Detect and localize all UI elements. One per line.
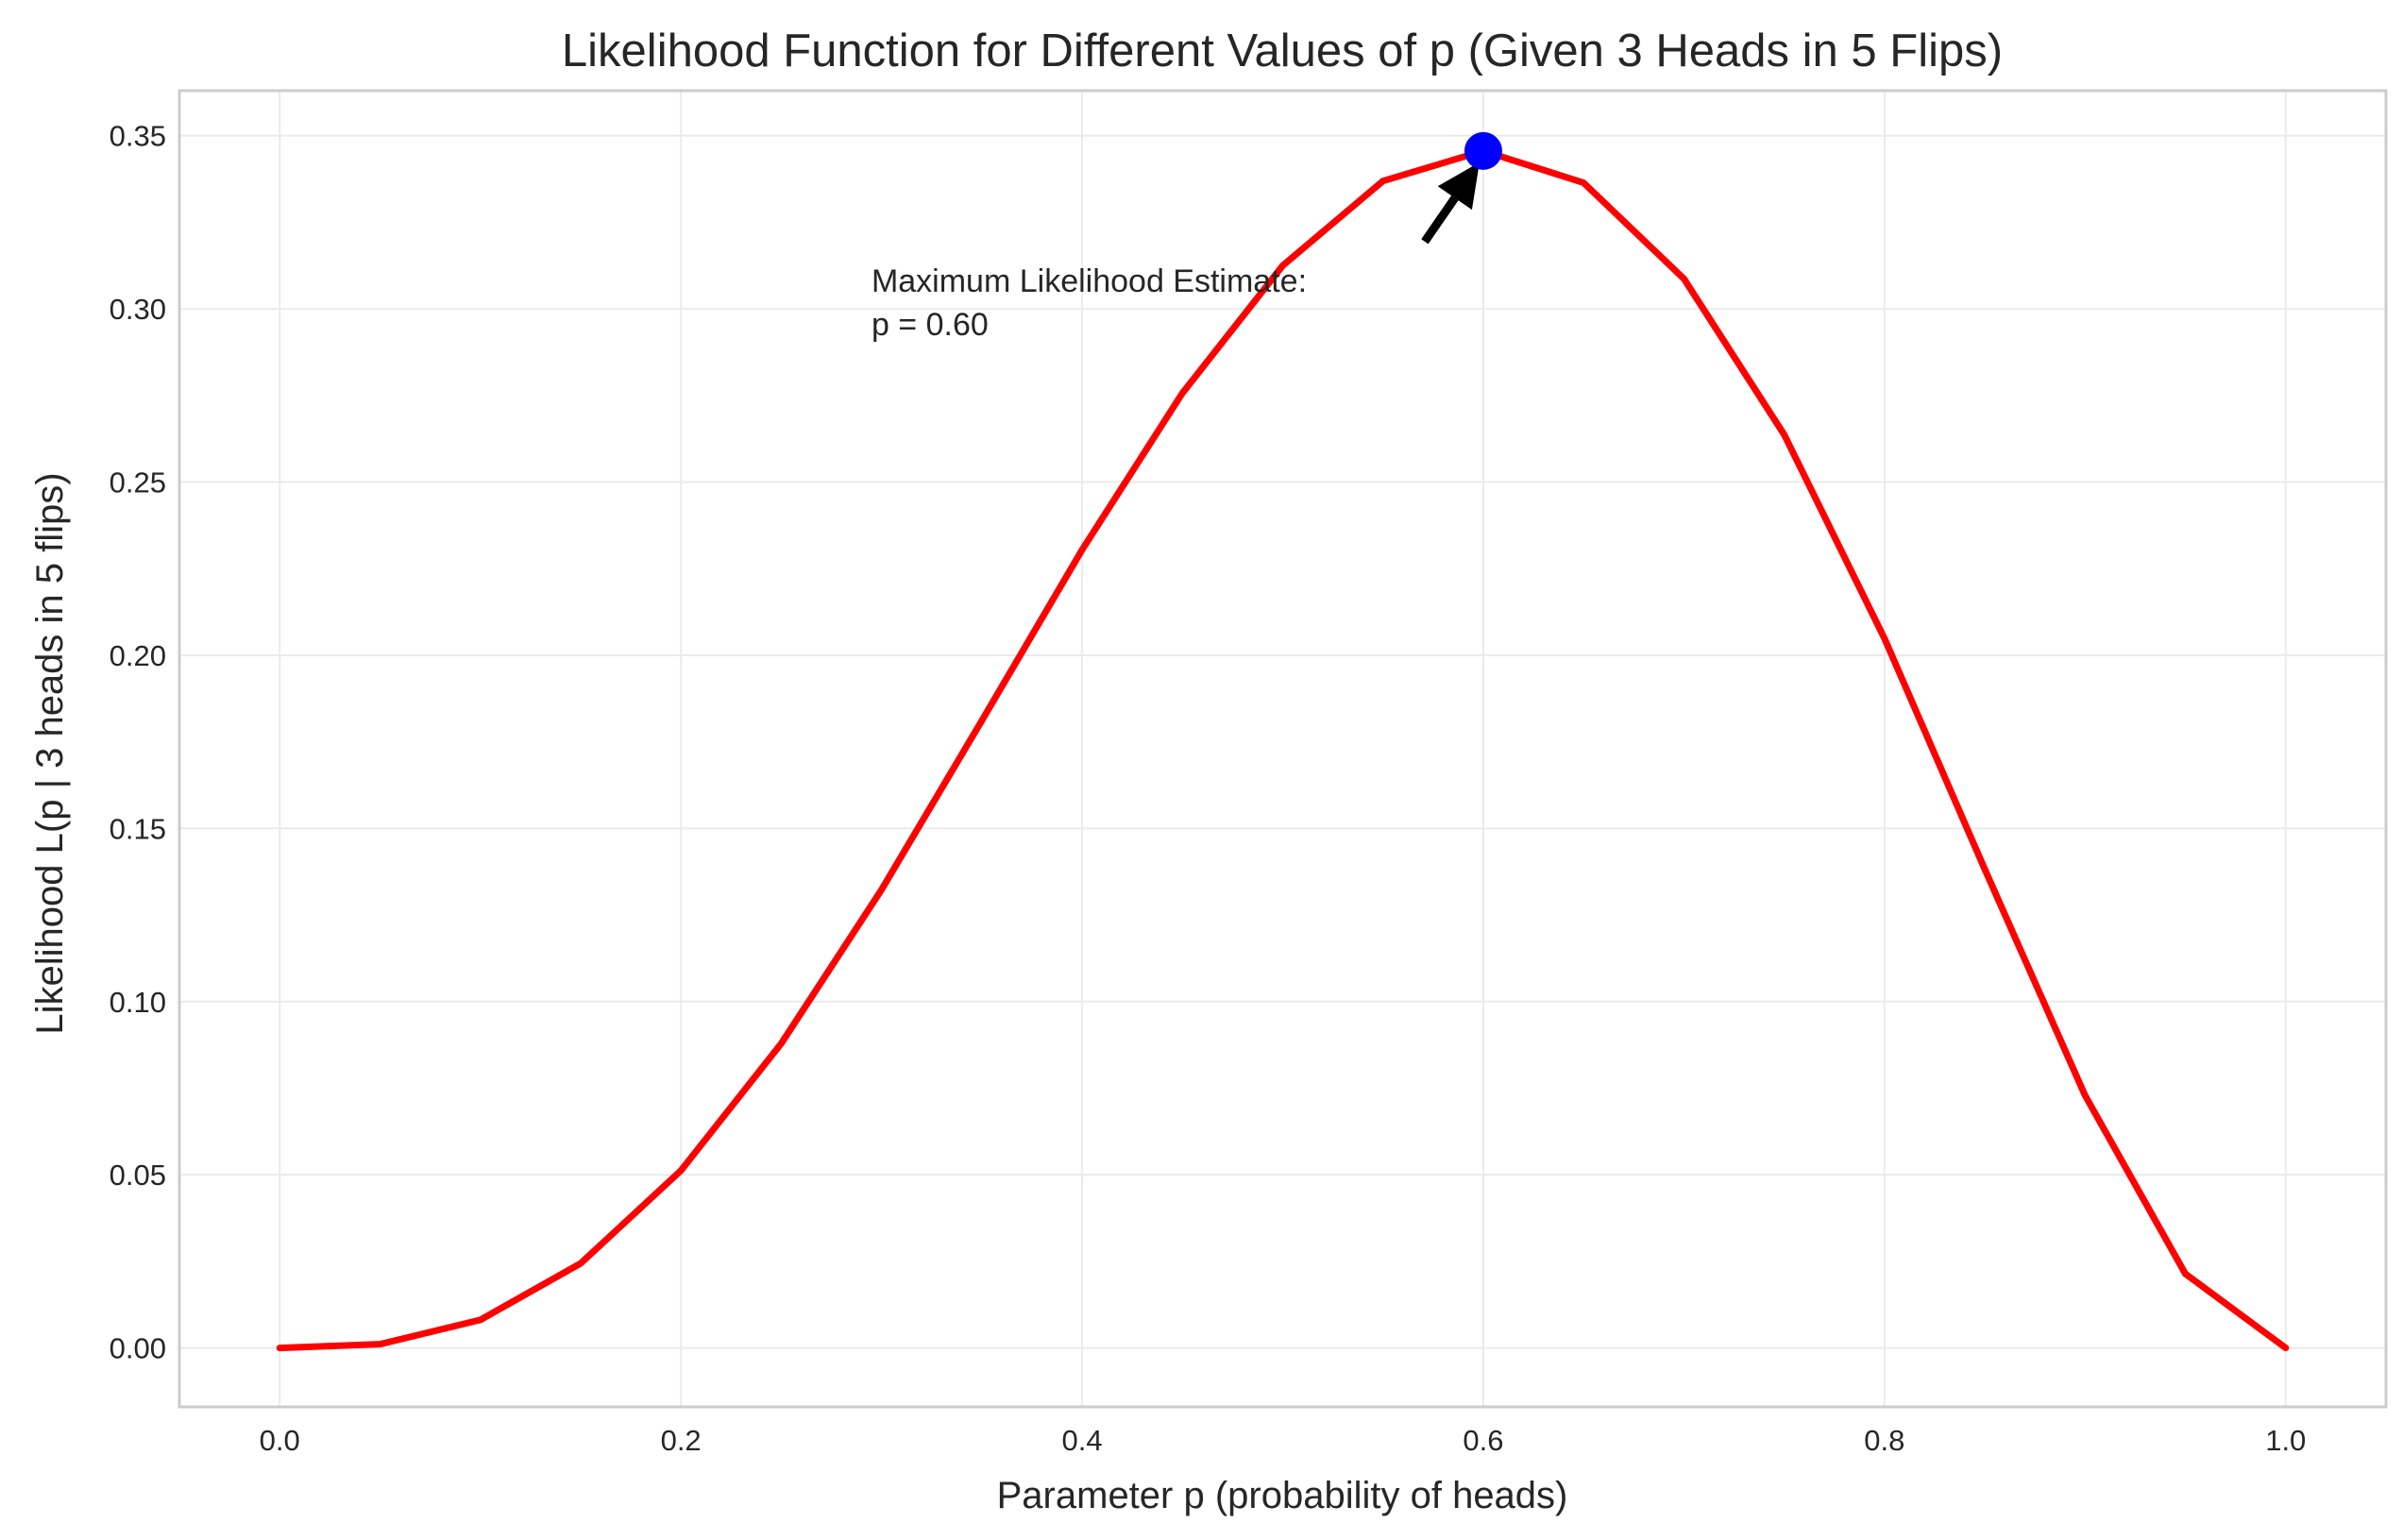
x-tick-label: 0.6	[1463, 1424, 1503, 1457]
likelihood-curve	[276, 147, 2290, 1352]
y-tick-label: 0.15	[110, 812, 166, 845]
y-tick-label: 0.00	[110, 1332, 166, 1365]
annotation-arrow	[1421, 161, 1480, 245]
chart-title: Likelihood Function for Different Values…	[562, 25, 2003, 76]
x-tick-labels: 0.0 0.2 0.4 0.6 0.8 1.0	[260, 1424, 2307, 1457]
y-tick-label: 0.05	[110, 1159, 166, 1192]
x-axis-label: Parameter p (probability of heads)	[997, 1475, 1568, 1516]
y-tick-labels: 0.00 0.05 0.10 0.15 0.20 0.25 0.30 0.35	[110, 120, 166, 1365]
grid-lines	[179, 91, 2386, 1407]
arrow-shaft	[1421, 195, 1459, 245]
annotation-line-1: Maximum Likelihood Estimate:	[872, 263, 1307, 299]
x-tick-label: 0.8	[1864, 1424, 1904, 1457]
x-tick-label: 1.0	[2265, 1424, 2306, 1457]
y-tick-label: 0.25	[110, 466, 166, 499]
y-tick-label: 0.30	[110, 293, 166, 326]
mle-marker	[1464, 131, 1502, 170]
y-tick-label: 0.10	[110, 986, 166, 1019]
x-tick-label: 0.4	[1061, 1424, 1102, 1457]
plot-frame	[178, 89, 2388, 1409]
y-tick-label: 0.35	[110, 120, 166, 153]
annotation-line-2: p = 0.60	[872, 307, 989, 343]
x-tick-label: 0.2	[661, 1424, 702, 1457]
y-tick-label: 0.20	[110, 639, 166, 672]
y-axis-label: Likelihood L(p | 3 heads in 5 flips)	[29, 472, 71, 1034]
arrow-head	[1437, 161, 1480, 211]
x-tick-label: 0.0	[260, 1424, 300, 1457]
